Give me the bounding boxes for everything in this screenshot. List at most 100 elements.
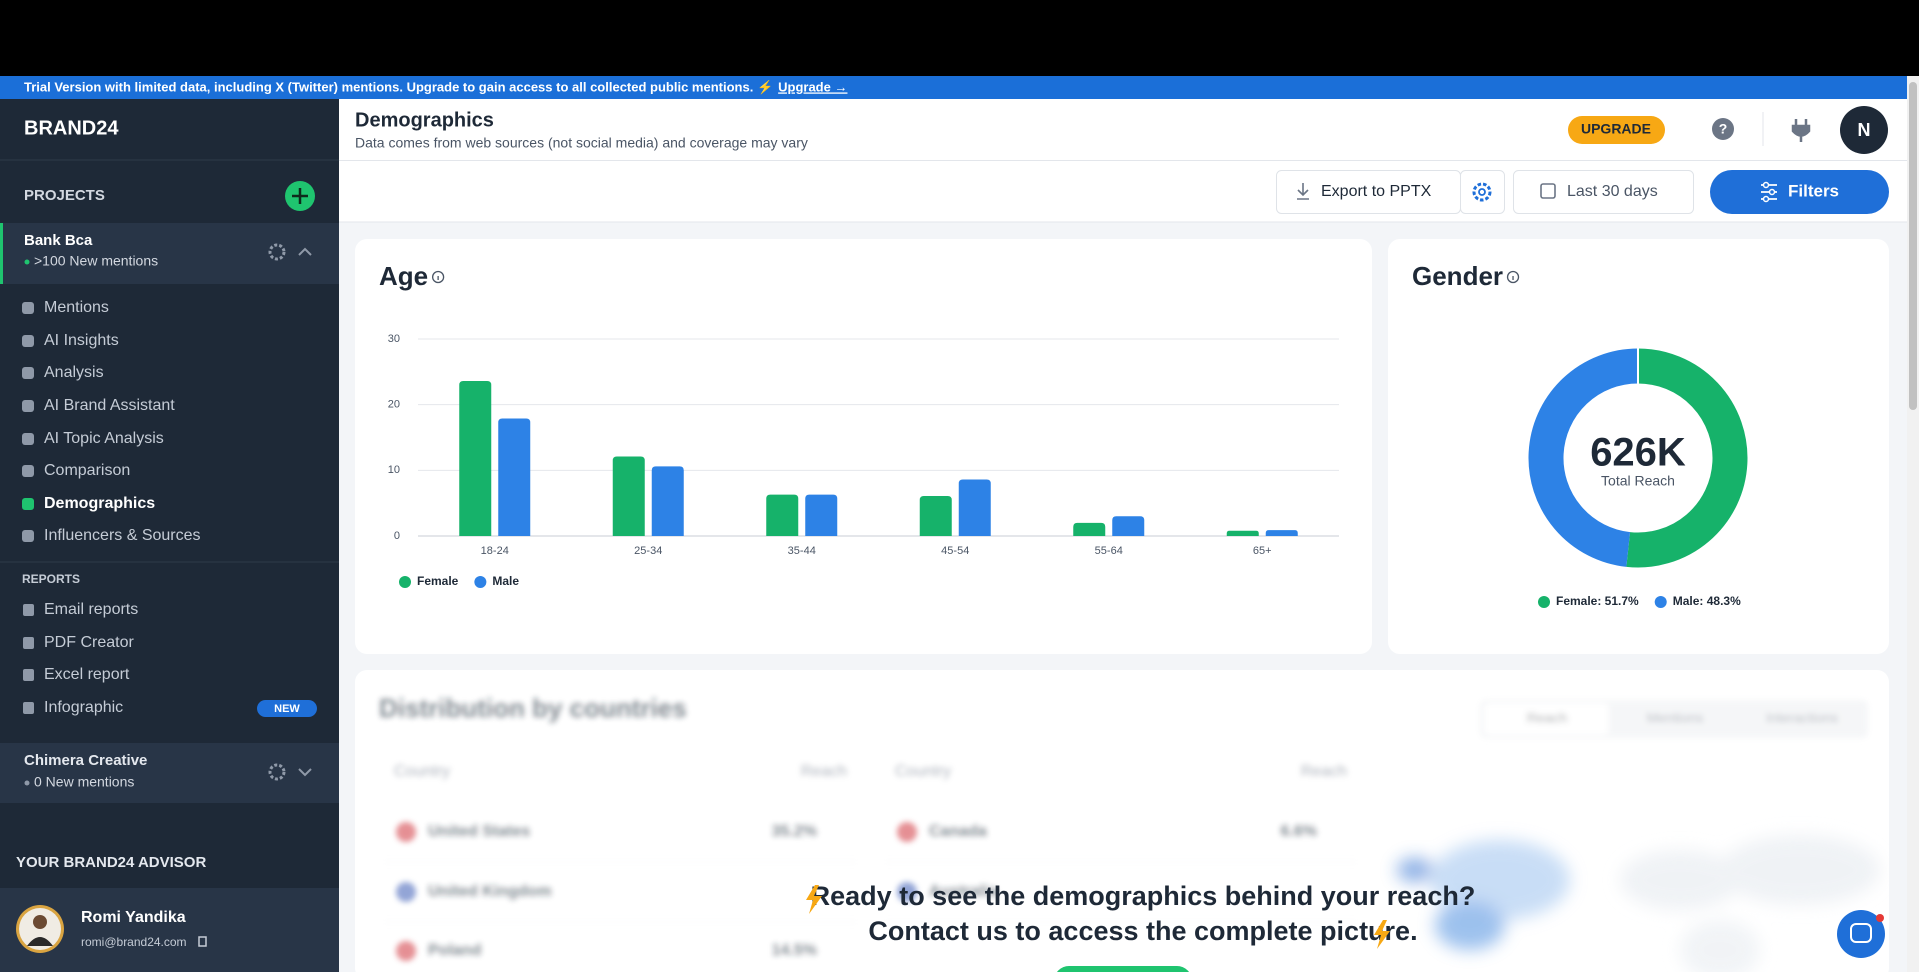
date-range-button[interactable] [1513,170,1694,214]
gear-icon [1472,182,1492,202]
bar [612,456,645,536]
collapse-icon[interactable] [298,247,312,256]
donut-slice [1626,348,1748,568]
country-name: Canada [929,823,987,840]
settings-icon[interactable] [268,763,286,781]
tab[interactable]: Mentions [1647,710,1704,726]
flag [396,822,416,842]
upgrade-button[interactable] [1568,116,1665,144]
nav-icon [22,367,34,379]
legend-label[interactable]: Female [417,574,459,588]
info-icon[interactable] [431,270,445,284]
report-icon [23,604,34,616]
page-header [339,99,1907,160]
advisor-photo-head [33,915,47,929]
center-label: Total Reach [1601,473,1675,489]
nav-item[interactable]: Demographics [44,495,155,512]
section-heading: YOUR BRAND24 ADVISOR [16,854,206,871]
nav-item[interactable]: Analysis [44,364,104,381]
flag [897,882,917,902]
integrations-icon[interactable] [1791,119,1811,142]
legend-swatch [1654,596,1667,608]
user-avatar[interactable] [1840,106,1888,154]
chat-button[interactable] [1837,910,1885,958]
nav-icon [22,400,34,412]
upgrade-link[interactable]: Upgrade → [778,79,847,94]
report-item[interactable]: Infographic [44,699,123,716]
column-header: Country [895,763,951,780]
nav-icon [22,465,34,477]
nav-item[interactable]: Mentions [44,299,109,316]
report-item[interactable]: Email reports [44,601,138,618]
scrollbar-thumb[interactable] [1909,82,1917,410]
nav-item[interactable]: AI Topic Analysis [44,430,164,447]
filters-label: Filters [1788,181,1839,200]
map-shape [1397,858,1433,882]
x-tick-label: 25-34 [634,545,662,557]
filters-button[interactable] [1710,170,1889,214]
trial-banner [0,76,1907,99]
date-range-label: Last 30 days [1567,183,1658,200]
country-rows: United States 35.2% United Kingdom Poland 14… [384,822,1357,961]
bar [498,418,531,536]
nav-item[interactable]: AI Insights [44,332,119,349]
filters-icon-knob [1762,195,1770,203]
donut-slice [1528,348,1639,567]
bar [1112,516,1145,536]
badge-text: NEW [274,703,300,715]
report-item[interactable]: Excel report [44,666,130,683]
nav-icon [22,433,34,445]
bar [766,494,799,536]
advisor-email: romi@brand24.com [81,935,187,949]
bolt-icon [1374,920,1390,949]
settings-icon[interactable] [268,243,286,261]
project-status: 0 New mentions [34,774,134,790]
legend-label[interactable]: Male: 48.3% [1673,594,1741,608]
age-card [355,239,1372,654]
bar [1073,522,1106,536]
y-tick-label: 20 [388,399,400,411]
nav-icon [22,530,34,542]
help-button[interactable] [1712,118,1734,140]
top-bar [0,0,1919,76]
filters-icon-knob [1768,188,1776,196]
plus-icon [292,188,308,204]
contact-button[interactable] [1054,966,1192,972]
bar [958,479,991,536]
nav-item[interactable]: AI Brand Assistant [44,397,175,414]
nav-item[interactable]: Influencers & Sources [44,527,201,544]
info-icon[interactable] [1506,270,1520,284]
country-name: United Kingdom [428,883,552,900]
card-title: Gender [1412,261,1503,291]
help-glyph: ? [1719,121,1728,137]
column-header: Country [394,763,450,780]
flag [897,822,917,842]
bar [1265,530,1298,536]
country-reach: 35.2% [772,823,817,840]
country-name: United States [428,823,530,840]
report-item[interactable]: PDF Creator [44,634,134,651]
map-shape [1680,920,1760,972]
legend-swatch [1538,596,1550,608]
copy-icon[interactable] [198,936,207,947]
tab[interactable]: Reach [1527,710,1567,726]
world-map [1397,835,1880,972]
tab[interactable]: Interactions [1766,710,1838,726]
new-badge [257,700,317,717]
flag [396,882,416,902]
legend-label[interactable]: Female: 51.7% [1556,594,1639,608]
bar [651,466,684,536]
project-name: Chimera Creative [24,752,147,769]
legend-label[interactable]: Male [492,574,519,588]
blurred-content: Distribution by countries Reach Mentions… [379,693,1880,972]
section-heading: REPORTS [22,572,80,586]
brand-logo[interactable]: BRAND24 [24,117,119,139]
column-header: Reach [801,763,847,780]
calendar-icon [1540,183,1556,199]
nav-item[interactable]: Comparison [44,462,130,479]
status-dot [24,259,30,265]
x-tick-label: 18-24 [481,545,509,557]
expand-icon[interactable] [298,768,312,777]
y-tick-label: 0 [394,530,400,542]
export-settings-button[interactable] [1460,170,1505,214]
